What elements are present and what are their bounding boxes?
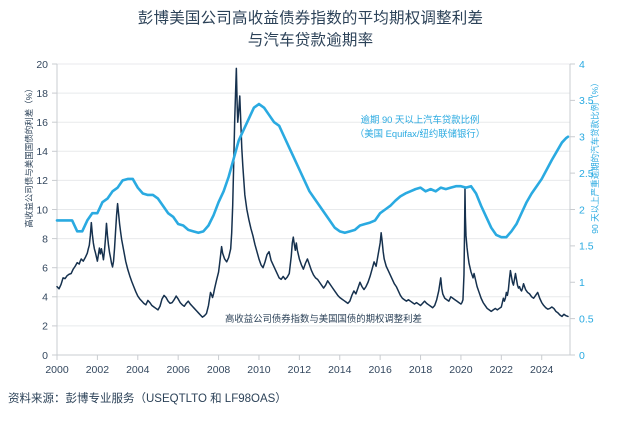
left-tick-label: 4 (42, 292, 48, 304)
x-tick-label: 2016 (368, 364, 392, 376)
series-line-hy-oas (56, 67, 569, 318)
right-tick-label: 0 (579, 350, 585, 362)
x-tick-label: 2008 (207, 364, 231, 376)
right-tick-label: 4 (579, 59, 585, 71)
legend-blue-line-2: （美国 Equifax/纽约联储银行） (354, 127, 486, 139)
x-tick-label: 2018 (409, 364, 433, 376)
right-axis-label: 90 天以上严重逾期的汽车贷款比例（%） (590, 78, 600, 234)
x-tick-label: 2020 (449, 364, 473, 376)
left-tick-label: 12 (36, 175, 48, 187)
right-tick-label: 3.5 (579, 95, 594, 107)
x-tick-label: 2000 (45, 364, 69, 376)
x-tick-label: 2022 (490, 364, 514, 376)
legend-blue-line-1: 逾期 90 天以上汽车贷款比例 (360, 114, 480, 125)
left-tick-label: 20 (36, 59, 48, 71)
right-tick-label: 2 (579, 204, 585, 216)
left-tick-label: 10 (36, 204, 48, 216)
right-tick-label: 1 (579, 277, 585, 289)
left-tick-label: 16 (36, 117, 48, 129)
x-tick-label: 2004 (126, 364, 150, 376)
x-tick-label: 2002 (86, 364, 110, 376)
left-tick-label: 14 (36, 146, 48, 158)
chart-title-line-2: 与汽车贷款逾期率 (247, 32, 374, 49)
x-tick-label: 2024 (530, 364, 554, 376)
right-tick-label: 3 (579, 132, 585, 144)
legend-auto-delinquency: 逾期 90 天以上汽车贷款比例 （美国 Equifax/纽约联储银行） (315, 113, 525, 140)
left-tick-label: 6 (42, 263, 48, 275)
legend-hy-oas: 高收益公司债券指数与美国国债的期权调整利差 (225, 313, 422, 324)
x-tick-label: 2014 (328, 364, 352, 376)
left-tick-label: 2 (42, 321, 48, 333)
source-note: 资料来源：彭博专业服务（USEQTLTO 和 LF98OAS） (8, 393, 287, 405)
left-tick-label: 0 (42, 350, 48, 362)
right-tick-label: 2.5 (579, 168, 594, 180)
x-tick-label: 2012 (288, 364, 312, 376)
series-line-auto-delinquency (55, 102, 570, 239)
chart-title-line-1: 彭博美国公司高收益债券指数的平均期权调整利差 (137, 10, 484, 27)
right-tick-label: 1.5 (579, 241, 594, 253)
left-axis-label: 高收益公司债与美国国债的利差（%） (24, 84, 34, 228)
x-tick-label: 2006 (167, 364, 191, 376)
left-tick-label: 18 (36, 88, 48, 100)
right-tick-label: 0.5 (579, 313, 594, 325)
x-tick-label: 2010 (247, 364, 271, 376)
chart-title: 彭博美国公司高收益债券指数的平均期权调整利差 与汽车贷款逾期率 (0, 8, 621, 52)
left-tick-label: 8 (42, 233, 48, 245)
